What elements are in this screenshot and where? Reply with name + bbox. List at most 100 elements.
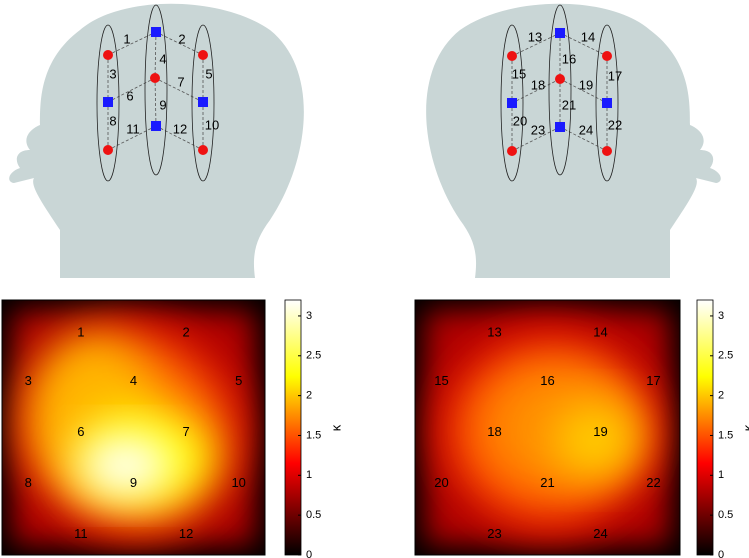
channel-line <box>107 125 157 151</box>
channel-label: 22 <box>646 475 660 490</box>
colorbar-label: κ <box>740 424 749 431</box>
channel-label: 18 <box>487 424 501 439</box>
channel-label: 3 <box>25 373 32 388</box>
channel-line <box>559 32 608 57</box>
channel-label: 13 <box>487 325 501 340</box>
colorbar-tick-label: 2.5 <box>718 350 733 362</box>
channel-label: 17 <box>608 68 622 83</box>
channel-line <box>107 31 157 56</box>
colorbar-tick-label: 2 <box>718 390 724 402</box>
channel-label: 22 <box>608 117 622 132</box>
source <box>602 51 612 61</box>
channel-label: 9 <box>130 475 137 490</box>
channel-label: 7 <box>182 424 189 439</box>
channel-label: 20 <box>513 113 527 128</box>
head-silhouette <box>9 3 304 278</box>
detector <box>151 27 161 37</box>
channel-label: 2 <box>182 325 189 340</box>
channel-label: 21 <box>540 475 554 490</box>
detector <box>555 28 565 38</box>
channel-label: 2 <box>178 31 185 46</box>
channel-label: 17 <box>646 373 660 388</box>
channel-label: 19 <box>593 424 607 439</box>
channel-label: 3 <box>109 66 116 81</box>
heatmap <box>415 300 680 555</box>
channel-label: 13 <box>528 29 542 44</box>
colorbar-label: κ <box>328 424 343 431</box>
probe-ellipse <box>96 24 120 182</box>
channel-label: 6 <box>77 424 84 439</box>
channel-label: 8 <box>25 475 32 490</box>
channel-line <box>155 125 204 151</box>
colorbar <box>696 299 714 556</box>
head-silhouette <box>426 3 721 278</box>
channel-line <box>154 77 157 127</box>
detector <box>602 98 612 108</box>
channel-label: 23 <box>487 526 501 541</box>
source <box>150 73 160 83</box>
channel-label: 14 <box>593 325 607 340</box>
colorbar-tick-label: 0 <box>306 549 312 558</box>
channel-label: 15 <box>434 373 448 388</box>
channel-label: 14 <box>581 29 595 44</box>
channel-label: 6 <box>126 88 133 103</box>
colorbar-tick-label: 3 <box>718 310 724 322</box>
channel-line <box>154 31 157 79</box>
channel-label: 7 <box>177 74 184 89</box>
channel-label: 11 <box>126 121 140 136</box>
probe-ellipse <box>500 24 524 182</box>
channel-label: 5 <box>235 373 242 388</box>
colorbar-tick-label: 3 <box>306 310 312 322</box>
heatmap-blob <box>552 404 638 476</box>
source <box>198 50 208 60</box>
channel-label: 1 <box>123 31 130 46</box>
channel-label: 16 <box>540 373 554 388</box>
channel-label: 8 <box>109 113 116 128</box>
source <box>198 145 208 155</box>
source <box>507 51 517 61</box>
channel-label: 19 <box>579 77 593 92</box>
channel-label: 5 <box>205 66 212 81</box>
source <box>103 145 113 155</box>
channel-label: 16 <box>562 51 576 66</box>
heatmap-blob <box>78 435 173 497</box>
colorbar-tick-label: 0 <box>718 549 724 558</box>
channel-label: 4 <box>159 51 166 66</box>
channel-line <box>154 77 204 103</box>
probe-ellipse <box>548 4 572 176</box>
probe-ellipse <box>595 24 619 182</box>
source <box>103 50 113 60</box>
detector <box>507 98 517 108</box>
channel-label: 1 <box>77 325 84 340</box>
channel-label: 24 <box>579 122 593 137</box>
channel-label: 10 <box>231 475 245 490</box>
colorbar-tick-label: 1.5 <box>718 429 733 441</box>
detector <box>555 122 565 132</box>
channel-line <box>511 78 561 104</box>
source <box>507 146 517 156</box>
colorbar-tick-label: 1.5 <box>306 429 321 441</box>
colorbar-tick-label: 1 <box>718 469 724 481</box>
probe-ellipse <box>191 24 215 182</box>
channel-label: 12 <box>179 526 193 541</box>
colorbar-tick-label: 1 <box>306 469 312 481</box>
channel-label: 11 <box>74 526 88 541</box>
channel-label: 24 <box>593 526 607 541</box>
colorbar-tick-label: 2.5 <box>306 350 321 362</box>
channel-label: 20 <box>434 475 448 490</box>
colorbar-tick-label: 0.5 <box>306 509 321 521</box>
channel-line <box>107 77 156 103</box>
detector <box>198 97 208 107</box>
channel-label: 15 <box>512 66 526 81</box>
detector <box>103 97 113 107</box>
channel-label: 21 <box>562 97 576 112</box>
source <box>602 146 612 156</box>
channel-line <box>511 126 561 152</box>
channel-label: 9 <box>159 97 166 112</box>
channel-line <box>559 78 608 104</box>
channel-label: 12 <box>173 121 187 136</box>
channel-line <box>511 32 561 57</box>
colorbar <box>284 299 302 556</box>
channel-line <box>559 126 608 152</box>
